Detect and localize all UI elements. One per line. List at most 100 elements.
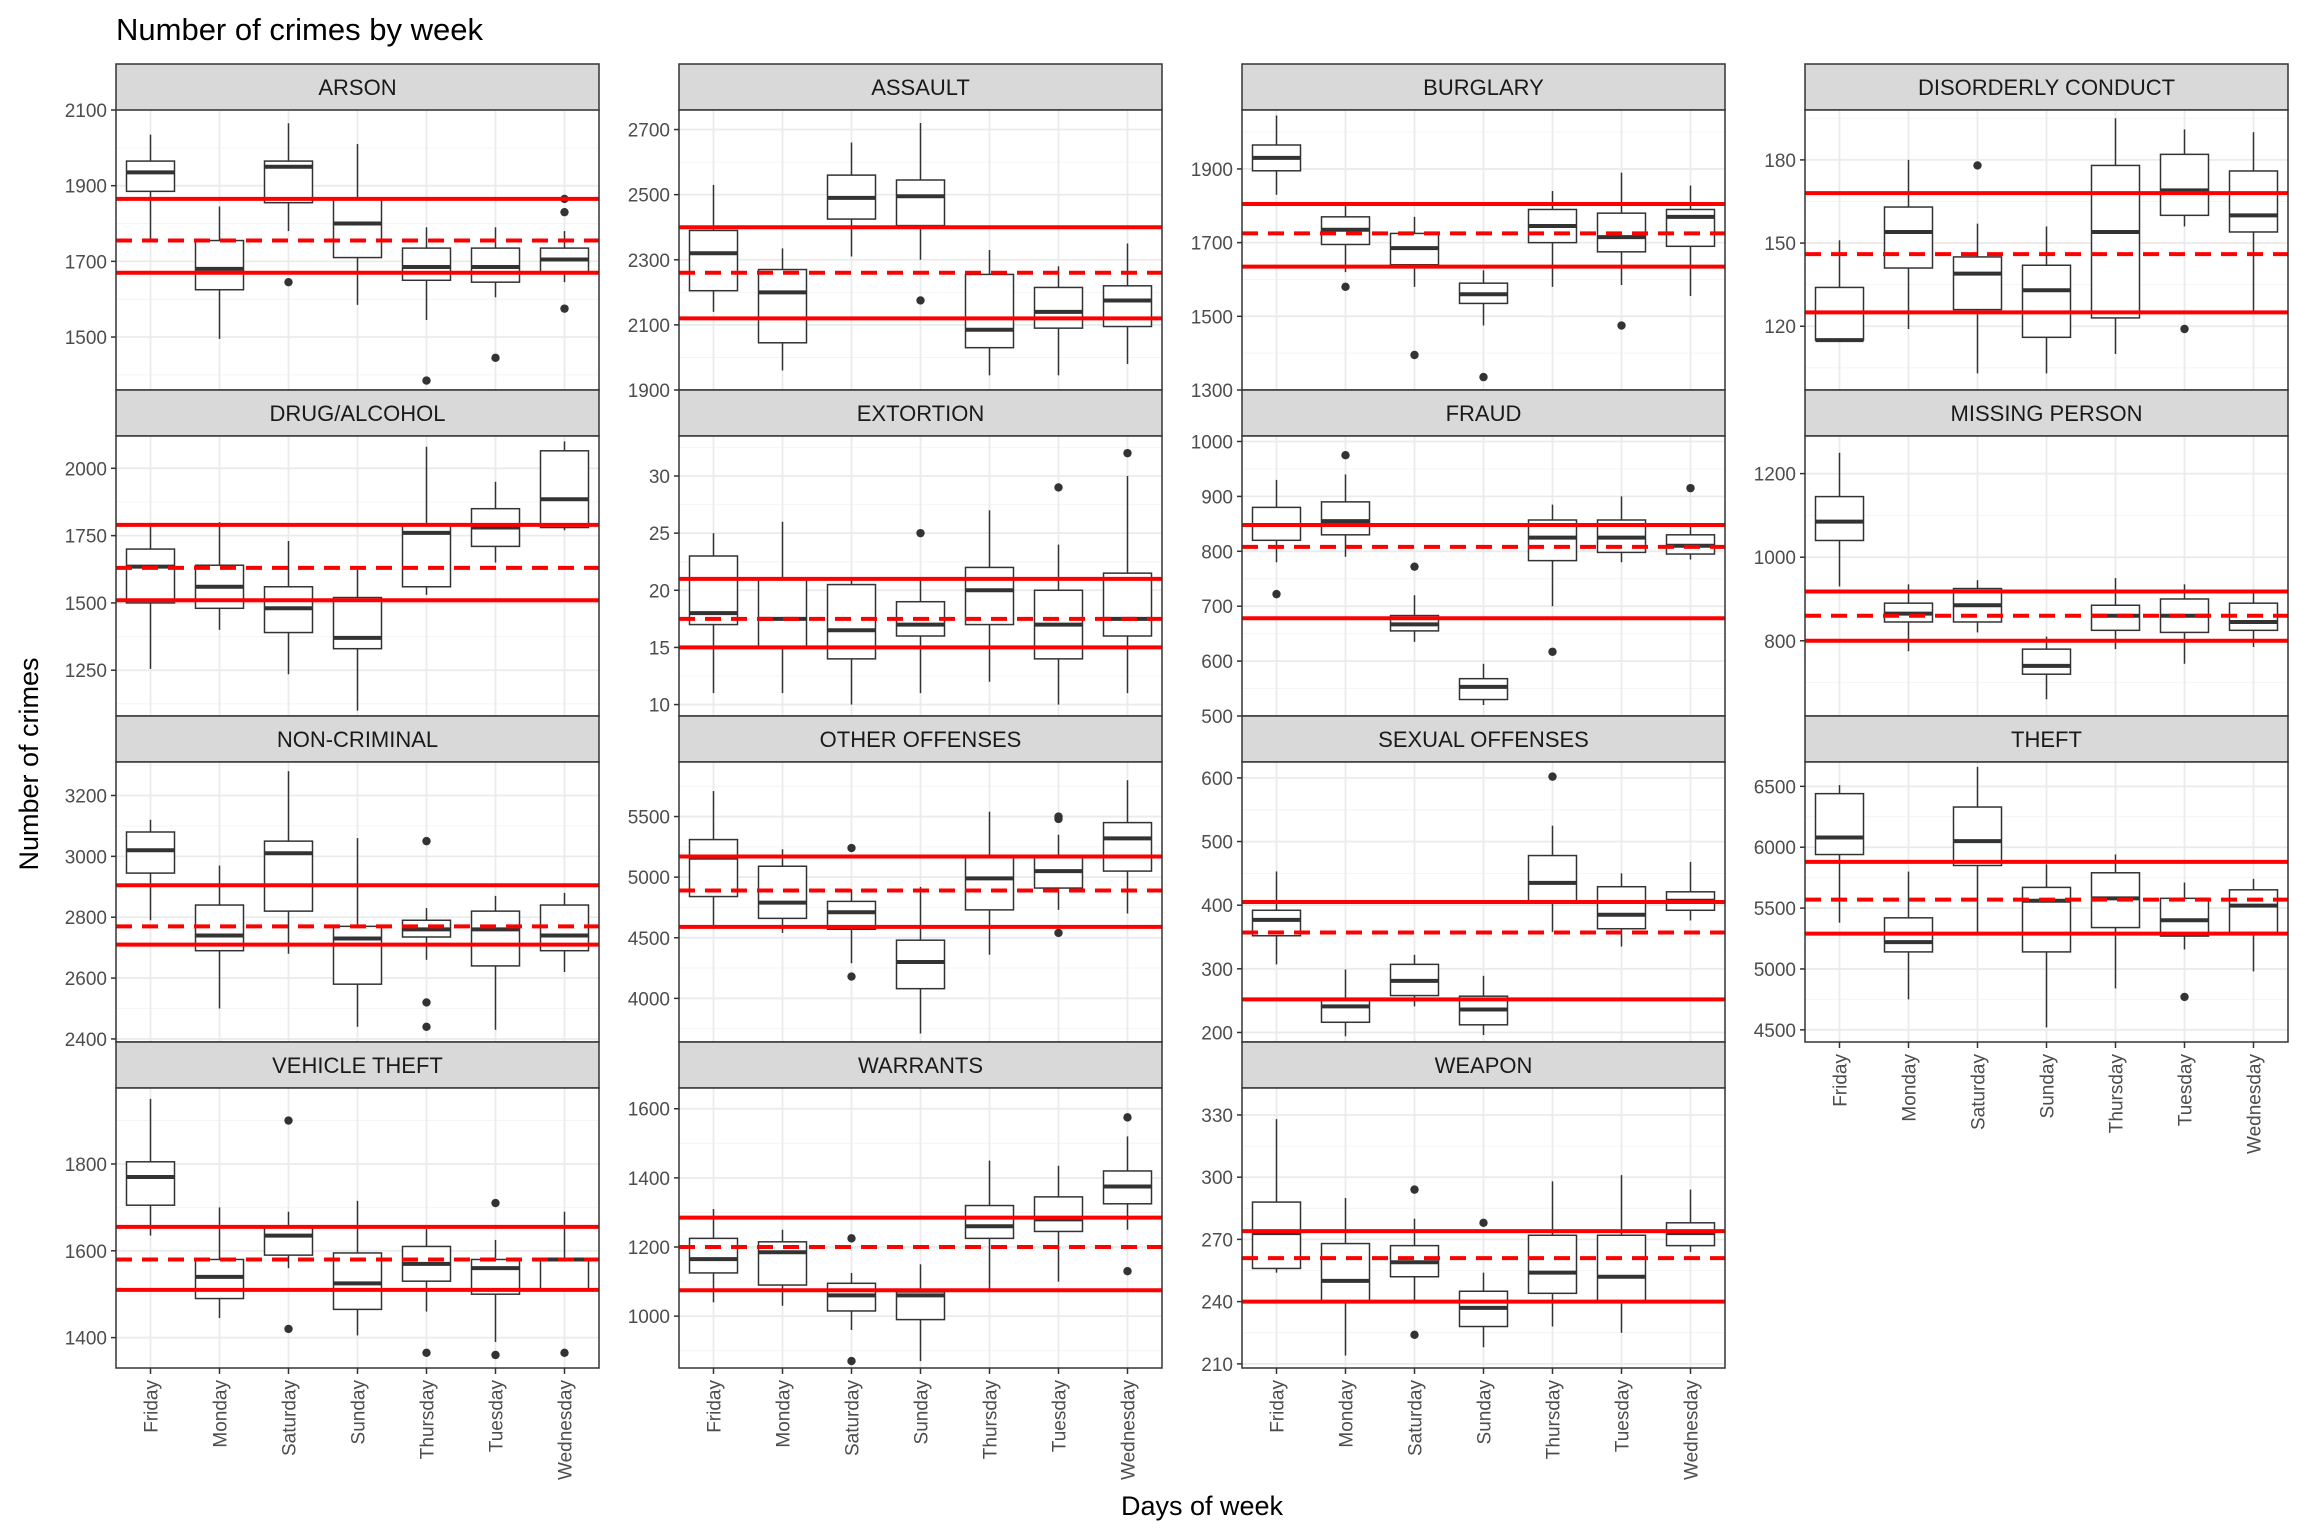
y-tick-label: 2800: [65, 908, 107, 929]
box-body: [1596, 1234, 1647, 1303]
y-tick-label: 1500: [65, 594, 107, 615]
box-tuesday: [2159, 882, 2210, 1002]
y-tick-label: 2300: [628, 251, 670, 272]
box-saturday: [826, 1234, 877, 1366]
y-tick-label: 1000: [1191, 432, 1233, 453]
outlier-point: [2180, 324, 2189, 334]
box-sunday: [1458, 663, 1509, 706]
y-tick-label: 2600: [65, 969, 107, 990]
box-body: [539, 450, 590, 529]
box-body: [1458, 677, 1509, 701]
box-body: [1033, 1196, 1084, 1233]
y-tick-label: 210: [1201, 1355, 1233, 1376]
box-sunday: [1458, 270, 1509, 382]
facet-strip: [115, 1041, 600, 1089]
box-monday: [1320, 451, 1371, 557]
box-sunday: [895, 1264, 946, 1362]
box-body: [2228, 170, 2279, 233]
box-body: [688, 838, 739, 898]
box-thursday: [401, 1229, 452, 1358]
y-tick-label: 700: [1201, 597, 1233, 618]
box-body: [1596, 885, 1647, 930]
outlier-point: [847, 1356, 856, 1366]
x-tick-label: Sunday: [2038, 1054, 2059, 1119]
y-tick-label: 180: [1764, 151, 1796, 172]
facet-strip: [678, 715, 1163, 763]
box-thursday: [401, 227, 452, 385]
facet-panel-sexual-offenses: SEXUAL OFFENSES 200 300 400 500 600: [1201, 715, 1726, 1044]
y-tick-label: 150: [1764, 234, 1796, 255]
box-friday: [688, 533, 739, 694]
box-tuesday: [1033, 266, 1084, 376]
facet-strip: [1804, 715, 2289, 763]
y-tick-label: 1500: [65, 328, 107, 349]
y-tick-label: 1700: [1191, 234, 1233, 255]
facet-panel-fraud: FRAUD 500 600 700 800 900 1000: [1191, 389, 1726, 728]
box-saturday: [1389, 954, 1440, 1007]
outlier-point: [916, 528, 925, 538]
facet-panel-extortion: EXTORTION 10 15 20 25 30: [649, 389, 1163, 717]
box-body: [1033, 286, 1084, 329]
y-tick-label: 1700: [65, 252, 107, 273]
chart-title: Number of crimes by week: [116, 12, 483, 47]
x-tick-label: Friday: [1831, 1054, 1852, 1107]
facet-panel-theft: THEFT 4500 5000 5500 6000 6500 Friday Monday Sat…: [1754, 715, 2289, 1154]
y-tick-label: 4500: [628, 929, 670, 950]
outlier-point: [1054, 814, 1063, 824]
facet-panel-arson: ARSON 1500 1700 1900 2100: [65, 63, 600, 391]
box-friday: [125, 134, 176, 239]
box-body: [125, 548, 176, 604]
y-tick-label: 5000: [1754, 960, 1796, 981]
box-body: [826, 900, 877, 931]
box-body: [1102, 821, 1153, 872]
box-monday: [1320, 1197, 1371, 1356]
x-tick-label: Thursday: [418, 1380, 439, 1460]
box-sunday: [332, 1200, 383, 1336]
box-body: [1814, 495, 1865, 542]
y-tick-label: 4000: [628, 989, 670, 1010]
box-body: [1320, 1242, 1371, 1303]
y-tick-label: 2000: [65, 459, 107, 480]
x-tick-label: Saturday: [1969, 1054, 1990, 1131]
box-body: [332, 596, 383, 650]
y-tick-label: 4500: [1754, 1021, 1796, 1042]
facet-strip: [678, 1041, 1163, 1089]
y-tick-label: 200: [1201, 1023, 1233, 1044]
y-tick-label: 5000: [628, 868, 670, 889]
facet-panel-disorderly-conduct: DISORDERLY CONDUCT 120 150 180: [1764, 63, 2289, 391]
facet-strip-label: WARRANTS: [858, 1053, 983, 1078]
y-tick-label: 1400: [65, 1329, 107, 1350]
y-tick-label: 1400: [628, 1169, 670, 1190]
facet-strip-label: OTHER OFFENSES: [820, 727, 1022, 752]
outlier-point: [491, 1350, 500, 1360]
box-body: [2021, 264, 2072, 339]
facet-strip: [1804, 63, 2289, 111]
x-tick-label: Sunday: [912, 1380, 933, 1445]
y-tick-label: 1600: [628, 1100, 670, 1121]
x-tick-label: Tuesday: [487, 1380, 508, 1453]
x-tick-label: Thursday: [981, 1380, 1002, 1460]
y-tick-label: 1000: [1754, 548, 1796, 569]
facet-panel-drug-alcohol: DRUG/ALCOHOL 1250 1500 1750 2000: [65, 389, 600, 717]
box-body: [1320, 998, 1371, 1024]
outlier-point: [422, 998, 431, 1007]
box-thursday: [1527, 191, 1578, 287]
box-body: [539, 1258, 590, 1291]
box-body: [757, 578, 808, 649]
y-tick-label: 1600: [65, 1242, 107, 1263]
x-tick-label: Tuesday: [1613, 1380, 1634, 1453]
box-body: [263, 1226, 314, 1256]
y-tick-label: 1250: [65, 661, 107, 682]
box-wednesday: [1665, 1189, 1716, 1252]
box-saturday: [263, 771, 314, 954]
x-tick-label: Monday: [1337, 1380, 1358, 1448]
outlier-point: [1410, 1185, 1419, 1194]
x-tick-label: Wednesday: [1119, 1380, 1140, 1480]
outlier-point: [2180, 992, 2189, 1002]
outlier-point: [422, 1022, 431, 1031]
outlier-point: [1410, 562, 1419, 571]
box-sunday: [332, 838, 383, 1027]
outlier-point: [1548, 647, 1557, 656]
box-wednesday: [1102, 448, 1153, 694]
box-body: [401, 524, 452, 588]
